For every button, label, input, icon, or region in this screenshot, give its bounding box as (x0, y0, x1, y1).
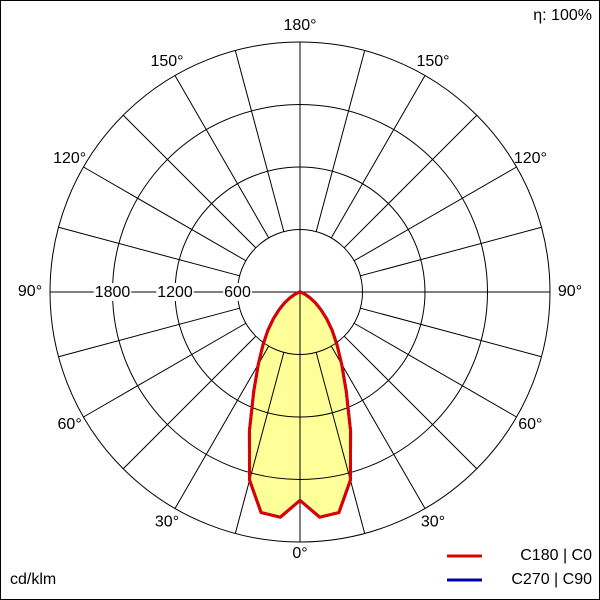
spoke (343, 114, 478, 249)
spoke (58, 307, 240, 358)
angle-tick-label: 120° (514, 150, 547, 167)
angle-tick-label: 30° (155, 514, 179, 531)
label-bg (93, 283, 132, 301)
unit-label: cd/klm (10, 571, 56, 588)
angle-tick-label: 30° (421, 514, 445, 531)
spoke (174, 75, 270, 239)
angle-tick-label: 0° (292, 545, 307, 562)
label-bg (16, 283, 44, 301)
label-bg (556, 283, 584, 301)
spoke (83, 166, 247, 262)
spoke (58, 226, 240, 277)
r-tick-label: 1200 (157, 284, 193, 301)
spoke (330, 75, 426, 239)
legend-label: C180 | C0 (520, 547, 592, 564)
label-bg (223, 283, 252, 301)
angle-tick-label: 60° (58, 416, 82, 433)
r-tick-label: 1800 (95, 284, 131, 301)
spoke (234, 50, 285, 232)
angle-tick-label: 150° (416, 53, 449, 70)
spoke (315, 352, 366, 534)
label-bg (156, 283, 194, 301)
angle-tick-label: 60° (518, 416, 542, 433)
legend-label: C270 | C90 (511, 571, 592, 588)
spoke (83, 322, 247, 418)
spoke (353, 322, 517, 418)
spoke (315, 50, 366, 232)
area-fill (300, 292, 351, 518)
angle-tick-label: 180° (283, 17, 316, 34)
annotation: η: 100% (533, 7, 592, 24)
spoke (122, 114, 257, 249)
spoke (343, 335, 478, 470)
spoke (234, 352, 285, 534)
spoke (360, 226, 542, 277)
spoke (122, 335, 257, 470)
spoke (353, 166, 517, 262)
series-line (247, 290, 301, 519)
angle-tick-label: 120° (53, 150, 86, 167)
r-tick-label: 600 (224, 284, 251, 301)
angle-tick-label: 90° (558, 283, 582, 300)
angle-tick-label: 150° (150, 53, 183, 70)
angle-tick-label: 90° (18, 283, 42, 300)
area-fill (249, 292, 300, 518)
spoke (360, 307, 542, 358)
spoke (330, 345, 426, 509)
spoke (174, 345, 270, 509)
series-line (299, 290, 353, 519)
